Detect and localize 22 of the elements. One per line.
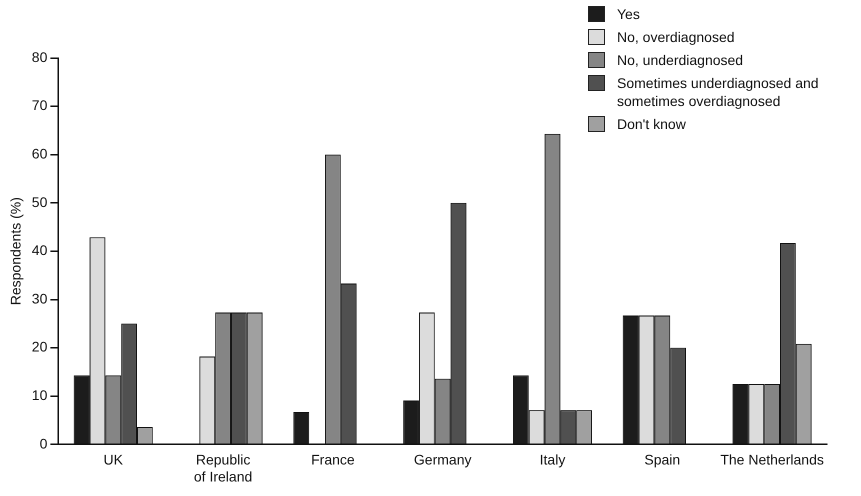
x-tick-label: The Netherlands <box>720 452 824 468</box>
y-tick-label: 80 <box>32 48 48 65</box>
x-tick-label: Italy <box>540 452 566 468</box>
x-tick-label: Spain <box>644 452 680 468</box>
legend-label: No, underdiagnosed <box>617 51 744 69</box>
x-tick-label: France <box>311 452 355 468</box>
y-tick-label: 60 <box>32 145 48 162</box>
y-tick-label: 30 <box>32 290 48 306</box>
y-tick-label: 20 <box>32 338 48 355</box>
legend-label: Yes <box>617 5 641 23</box>
x-tick-label: UK <box>104 452 124 468</box>
y-tick-label: 50 <box>32 194 48 210</box>
y-tick-label: 70 <box>32 97 48 114</box>
y-axis-title: Respondents (%) <box>7 197 24 306</box>
y-tick-label: 40 <box>32 242 48 258</box>
legend-label: Sometimes underdiagnosed and sometimes overdiagnosed <box>617 74 820 110</box>
legend-label: Don't know <box>617 115 687 133</box>
x-tick-label: Germany <box>414 452 472 468</box>
legend-label: No, overdiagnosed <box>617 28 736 46</box>
y-tick-label: 0 <box>40 435 48 452</box>
x-tick-label: Republic of Ireland <box>194 452 252 484</box>
y-tick-label: 10 <box>32 386 48 403</box>
